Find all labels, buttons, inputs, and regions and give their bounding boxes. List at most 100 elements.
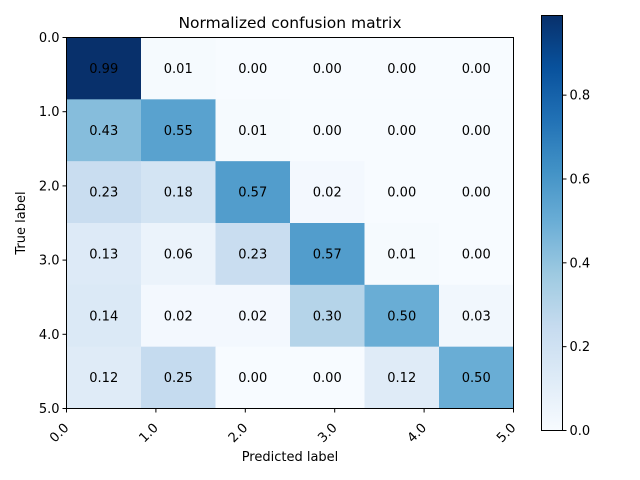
heatmap-cell: [439, 99, 514, 162]
y-tick-label: 3.0: [39, 254, 60, 269]
cell-value-label: 0.14: [89, 309, 118, 324]
y-axis-label: True label: [14, 191, 29, 255]
heatmap-cell: [364, 99, 440, 162]
heatmap-cell: [141, 284, 216, 348]
x-tick-label: 1.0: [136, 421, 161, 446]
heatmap-cells: [66, 37, 514, 409]
heatmap-cell: [66, 37, 142, 100]
x-axis-ticks: 0.0 1.0 2.0 3.0 4.0 5.0: [47, 408, 519, 446]
colorbar-ticks: 0.0 0.2 0.4 0.6 0.8: [562, 89, 591, 439]
cell-value-label: 0.00: [313, 124, 342, 139]
cell-value-label: 0.30: [313, 309, 342, 324]
cell-value-label: 0.00: [462, 186, 491, 201]
colorbar-tick-label: 0.8: [570, 89, 591, 104]
heatmap-cell: [141, 223, 216, 286]
heatmap-cell: [215, 37, 291, 100]
heatmap-cell-labels: 0.99 0.01 0.00 0.00 0.00 0.00 0.43 0.55 0.01 0.00…: [89, 62, 490, 386]
heatmap-cell: [364, 161, 440, 224]
cell-value-label: 0.00: [387, 124, 416, 139]
heatmap-cell: [66, 99, 142, 162]
heatmap-cell: [364, 223, 440, 286]
heatmap-cell: [439, 223, 514, 286]
cell-value-label: 0.50: [462, 371, 491, 386]
colorbar-tick-label: 0.0: [570, 424, 591, 439]
x-tick-label: 5.0: [494, 421, 519, 446]
x-tick-label: 4.0: [405, 421, 430, 446]
cell-value-label: 0.23: [89, 186, 118, 201]
heatmap-cell: [290, 284, 365, 348]
cell-value-label: 0.01: [164, 62, 193, 77]
x-tick-label: 2.0: [226, 421, 251, 446]
x-tick-label: 3.0: [315, 421, 340, 446]
cell-value-label: 0.57: [238, 186, 267, 201]
x-axis-label: Predicted label: [242, 450, 339, 465]
cell-value-label: 0.06: [164, 247, 193, 262]
y-tick-label: 2.0: [39, 179, 60, 194]
heatmap-cell: [364, 284, 440, 348]
heatmap-cell: [215, 99, 291, 162]
heatmap-cell: [66, 223, 142, 286]
colorbar-tick-label: 0.4: [570, 256, 591, 271]
heatmap-cell: [215, 161, 291, 224]
cell-value-label: 0.23: [238, 247, 267, 262]
cell-value-label: 0.00: [313, 62, 342, 77]
cell-value-label: 0.55: [164, 124, 193, 139]
cell-value-label: 0.00: [462, 247, 491, 262]
cell-value-label: 0.50: [387, 309, 416, 324]
heatmap-cell: [66, 161, 142, 224]
y-tick-label: 0.0: [39, 31, 60, 46]
heatmap-cell: [141, 99, 216, 162]
y-tick-label: 4.0: [39, 328, 60, 343]
cell-value-label: 0.12: [387, 371, 416, 386]
cell-value-label: 0.43: [89, 124, 118, 139]
plot-frame: [66, 37, 514, 409]
cell-value-label: 0.01: [387, 247, 416, 262]
heatmap-cell: [364, 346, 440, 409]
cell-value-label: 0.00: [238, 371, 267, 386]
heatmap-cell: [439, 346, 514, 409]
cell-value-label: 0.00: [313, 371, 342, 386]
cell-value-label: 0.02: [164, 309, 193, 324]
y-tick-label: 5.0: [39, 402, 60, 417]
chart-title: Normalized confusion matrix: [178, 14, 401, 32]
y-tick-label: 1.0: [39, 105, 60, 120]
heatmap-cell: [215, 284, 291, 348]
heatmap-cell: [215, 346, 291, 409]
heatmap-cell: [141, 161, 216, 224]
colorbar: [541, 15, 563, 431]
colorbar-tick-label: 0.2: [570, 340, 591, 355]
heatmap-cell: [439, 37, 514, 100]
cell-value-label: 0.02: [313, 186, 342, 201]
cell-value-label: 0.00: [462, 124, 491, 139]
colorbar-tick-label: 0.6: [570, 172, 591, 187]
cell-value-label: 0.57: [313, 247, 342, 262]
cell-value-label: 0.12: [89, 371, 118, 386]
heatmap-cell: [364, 37, 440, 100]
x-tick-label: 0.0: [47, 421, 72, 446]
heatmap-cell: [141, 37, 216, 100]
cell-value-label: 0.00: [238, 62, 267, 77]
cell-value-label: 0.00: [387, 186, 416, 201]
cell-value-label: 0.00: [462, 62, 491, 77]
cell-value-label: 0.01: [238, 124, 267, 139]
heatmap-cell: [66, 284, 142, 348]
heatmap-cell: [290, 99, 365, 162]
cell-value-label: 0.03: [462, 309, 491, 324]
cell-value-label: 0.02: [238, 309, 267, 324]
cell-value-label: 0.25: [164, 371, 193, 386]
heatmap-cell: [141, 346, 216, 409]
cell-value-label: 0.00: [387, 62, 416, 77]
heatmap-cell: [439, 284, 514, 348]
cell-value-label: 0.18: [164, 186, 193, 201]
heatmap-cell: [215, 223, 291, 286]
y-axis-ticks: 0.0 1.0 2.0 3.0 4.0 5.0: [39, 31, 67, 417]
heatmap-cell: [290, 37, 365, 100]
heatmap-cell: [290, 223, 365, 286]
heatmap-cell: [290, 161, 365, 224]
cell-value-label: 0.99: [89, 62, 118, 77]
heatmap-cell: [439, 161, 514, 224]
heatmap-cell: [66, 346, 142, 409]
heatmap-cell: [290, 346, 365, 409]
cell-value-label: 0.13: [89, 247, 118, 262]
